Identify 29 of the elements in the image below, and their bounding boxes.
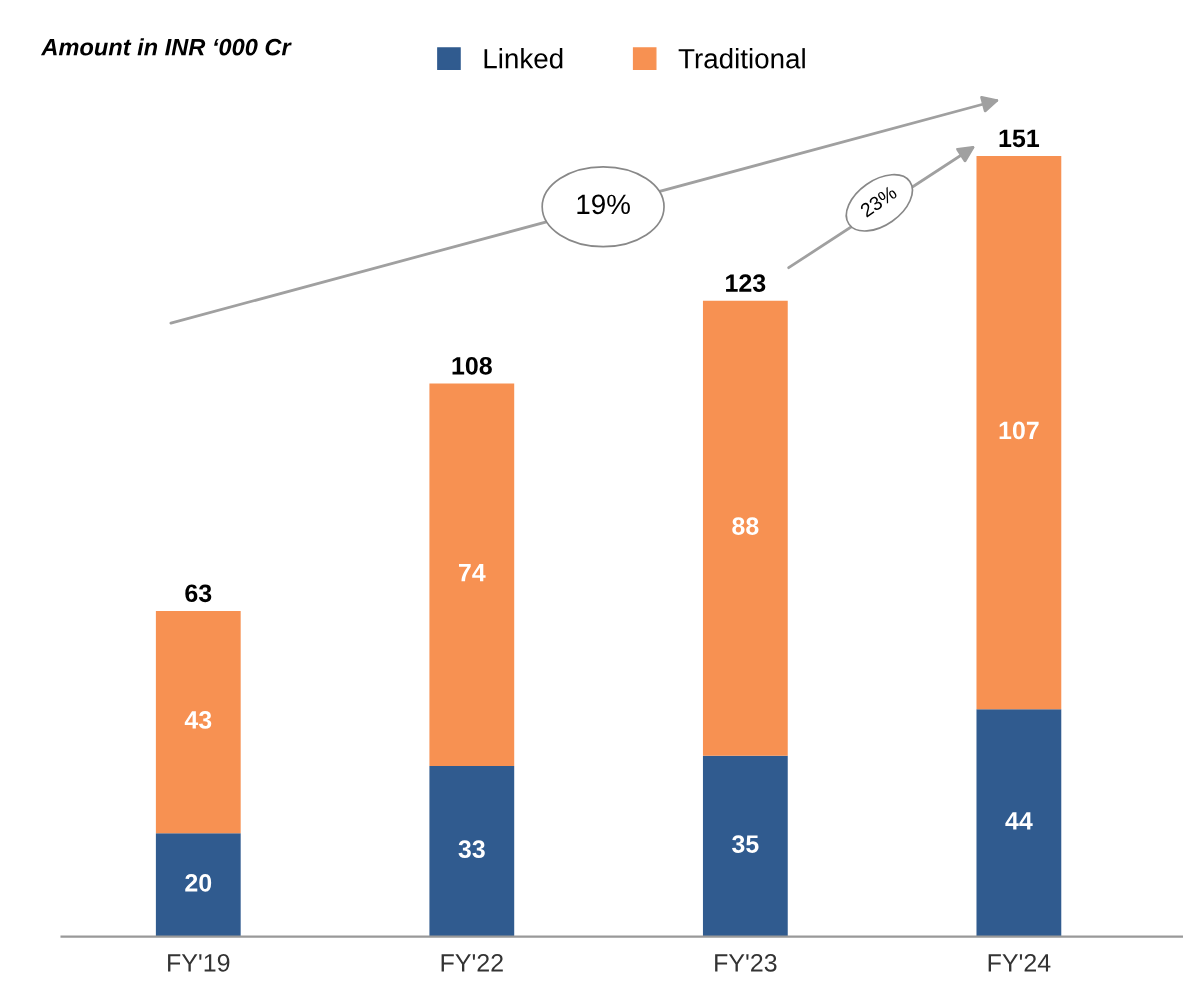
- x-tick-label: FY'22: [441, 953, 503, 972]
- data-label: 74: [458, 564, 486, 582]
- data-label: 107: [999, 421, 1039, 440]
- bar: [702, 300, 788, 756]
- data-label: 20: [185, 873, 212, 892]
- bar: [976, 155, 1062, 710]
- legend-label: Linked: [484, 48, 563, 69]
- bar: [429, 383, 515, 767]
- x-tick-label: FY'19: [168, 953, 230, 972]
- total-label: 123: [726, 274, 766, 292]
- data-label: 43: [184, 711, 212, 729]
- bar: [155, 610, 241, 834]
- annotation: 23%: [859, 185, 898, 218]
- data-label: 33: [458, 840, 485, 859]
- x-tick-label: FY'24: [988, 953, 1051, 972]
- annotation: 19%: [577, 194, 630, 215]
- data-label: 88: [732, 517, 759, 535]
- total-label: 108: [452, 356, 492, 375]
- legend-label: Traditional: [678, 48, 805, 69]
- data-label: 44: [1005, 812, 1033, 830]
- bar: [429, 766, 515, 937]
- total-label: 151: [999, 129, 1040, 148]
- text: Amount in INR ‘000 Cr: [40, 38, 292, 56]
- data-label: 35: [732, 835, 759, 853]
- bar: [702, 755, 788, 937]
- total-label: 63: [185, 584, 212, 603]
- x-tick-label: FY'23: [715, 953, 777, 972]
- bar: [155, 833, 241, 937]
- bar: [976, 709, 1062, 937]
